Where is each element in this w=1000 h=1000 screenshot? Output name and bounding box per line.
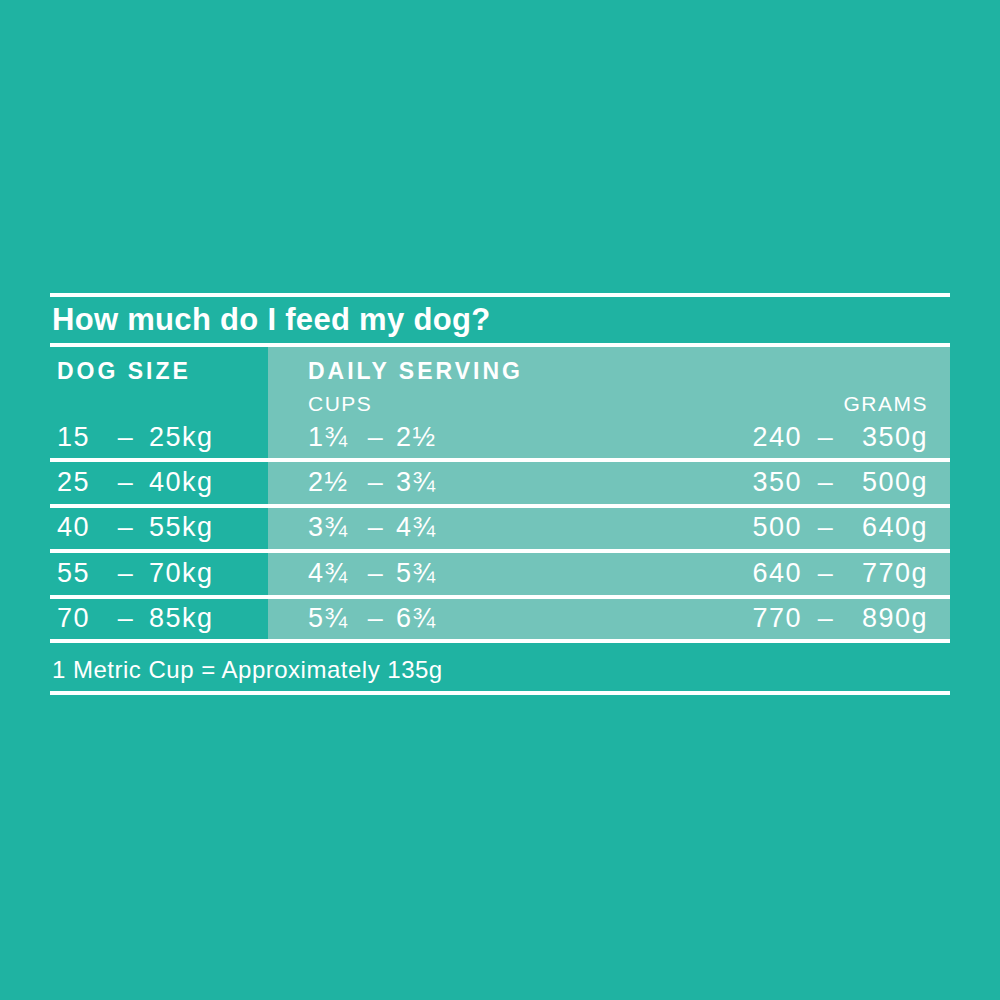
dog-size-range: 40 – 55kg <box>50 512 268 543</box>
table-row: 25 – 40kg 2½ – 3¾ 350 – 500g <box>50 460 950 504</box>
cups-max: 6¾ <box>396 603 437 634</box>
dog-size-range: 55 – 70kg <box>50 558 268 589</box>
size-min: 25 <box>57 467 103 498</box>
cups-min: 4¾ <box>308 558 356 589</box>
size-min: 15 <box>57 422 103 453</box>
size-min: 40 <box>57 512 103 543</box>
table-bottom-rule <box>50 639 950 643</box>
grams-min: 500 <box>744 512 802 543</box>
cups-max: 2½ <box>396 422 437 453</box>
grams-max: 770g <box>850 558 928 589</box>
range-dash: – <box>103 512 149 543</box>
range-dash: – <box>356 512 396 543</box>
column-header-daily-serving: DAILY SERVING <box>308 358 523 384</box>
grams-max: 640g <box>850 512 928 543</box>
dog-size-range: 70 – 85kg <box>50 603 268 634</box>
table-row: 55 – 70kg 4¾ – 5¾ 640 – 770g <box>50 551 950 595</box>
cups-range: 4¾ – 5¾ <box>268 558 630 589</box>
grams-range: 640 – 770g <box>630 558 950 589</box>
range-dash: – <box>103 603 149 634</box>
range-dash: – <box>356 603 396 634</box>
grams-range: 500 – 640g <box>630 512 950 543</box>
feeding-guide-panel: How much do I feed my dog? DOG SIZE DAIL… <box>0 0 1000 1000</box>
grams-max: 890g <box>850 603 928 634</box>
cups-range: 5¾ – 6¾ <box>268 603 630 634</box>
cups-range: 2½ – 3¾ <box>268 467 630 498</box>
cups-max: 4¾ <box>396 512 437 543</box>
dog-size-range: 15 – 25kg <box>50 422 268 453</box>
subheader-cups: CUPS <box>308 392 372 416</box>
column-header-dog-size: DOG SIZE <box>57 358 191 384</box>
cups-min: 1¾ <box>308 422 356 453</box>
size-max: 40kg <box>149 467 214 498</box>
cups-min: 2½ <box>308 467 356 498</box>
grams-max: 500g <box>850 467 928 498</box>
dog-size-range: 25 – 40kg <box>50 467 268 498</box>
range-dash: – <box>356 422 396 453</box>
footer-rule <box>50 691 950 695</box>
range-dash: – <box>103 467 149 498</box>
cups-min: 3¾ <box>308 512 356 543</box>
range-dash: – <box>103 422 149 453</box>
grams-min: 640 <box>744 558 802 589</box>
size-min: 55 <box>57 558 103 589</box>
size-min: 70 <box>57 603 103 634</box>
range-dash: – <box>802 422 850 453</box>
table-row: 15 – 25kg 1¾ – 2½ 240 – 350g <box>50 415 950 459</box>
grams-range: 770 – 890g <box>630 603 950 634</box>
size-max: 25kg <box>149 422 214 453</box>
metric-cup-footnote: 1 Metric Cup = Approximately 135g <box>52 652 443 688</box>
grams-range: 240 – 350g <box>630 422 950 453</box>
range-dash: – <box>802 558 850 589</box>
cups-max: 5¾ <box>396 558 437 589</box>
cups-range: 1¾ – 2½ <box>268 422 630 453</box>
grams-min: 770 <box>744 603 802 634</box>
size-max: 85kg <box>149 603 214 634</box>
subheader-grams: GRAMS <box>843 392 928 416</box>
range-dash: – <box>356 558 396 589</box>
page-title: How much do I feed my dog? <box>52 298 490 342</box>
top-rule <box>50 293 950 297</box>
range-dash: – <box>802 603 850 634</box>
table-row: 70 – 85kg 5¾ – 6¾ 770 – 890g <box>50 596 950 640</box>
size-max: 55kg <box>149 512 214 543</box>
grams-min: 350 <box>744 467 802 498</box>
cups-max: 3¾ <box>396 467 437 498</box>
grams-max: 350g <box>850 422 928 453</box>
range-dash: – <box>802 512 850 543</box>
range-dash: – <box>802 467 850 498</box>
cups-range: 3¾ – 4¾ <box>268 512 630 543</box>
grams-min: 240 <box>744 422 802 453</box>
cups-min: 5¾ <box>308 603 356 634</box>
range-dash: – <box>356 467 396 498</box>
range-dash: – <box>103 558 149 589</box>
table-row: 40 – 55kg 3¾ – 4¾ 500 – 640g <box>50 505 950 549</box>
size-max: 70kg <box>149 558 214 589</box>
grams-range: 350 – 500g <box>630 467 950 498</box>
